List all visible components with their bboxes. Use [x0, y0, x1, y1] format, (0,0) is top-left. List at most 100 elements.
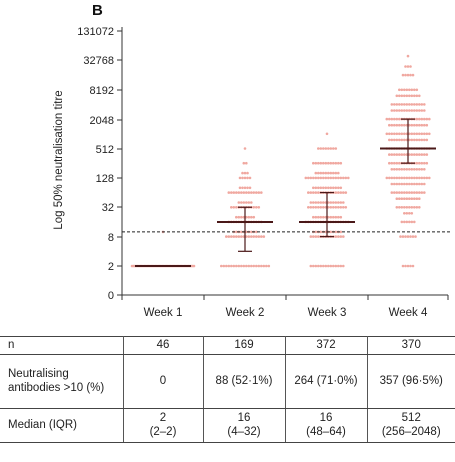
data-point	[403, 138, 406, 142]
data-point	[332, 147, 335, 150]
data-point	[332, 264, 335, 268]
data-point	[398, 161, 401, 165]
data-point	[230, 191, 233, 194]
data-point	[319, 230, 323, 234]
y-tick-label: 2048	[90, 115, 114, 127]
data-point	[390, 103, 394, 106]
data-point	[405, 212, 409, 215]
data-point	[404, 65, 407, 68]
data-point	[403, 197, 406, 200]
data-point	[317, 171, 320, 175]
data-point	[415, 109, 419, 112]
data-point	[265, 264, 268, 268]
table-cell: 16 (4–32)	[202, 408, 285, 442]
data-point	[339, 235, 343, 238]
data-point	[324, 171, 328, 175]
data-point	[317, 235, 320, 238]
data-point	[342, 191, 345, 194]
table-cell: 512 (256–2048)	[366, 408, 455, 442]
table-cell: 370	[366, 336, 455, 354]
y-axis: 0 2 8 32 128 512 2048 8192 32768 131072	[77, 26, 123, 302]
data-point	[337, 191, 340, 194]
x-tick-label: Week 3	[308, 307, 347, 319]
data-point	[398, 182, 401, 186]
data-point	[401, 73, 405, 77]
titre-scatter-chart: B Log 50% neutralisation titre 0 2 8 32 128 5…	[53, 2, 452, 319]
data-point	[314, 230, 318, 234]
data-point	[400, 191, 404, 194]
data-point	[227, 191, 231, 194]
data-point	[423, 123, 426, 127]
data-point	[414, 235, 417, 238]
data-point	[235, 264, 238, 268]
data-point	[332, 186, 335, 190]
data-point	[238, 186, 242, 190]
data-point	[317, 264, 320, 268]
data-point	[322, 171, 325, 175]
data-point	[260, 264, 263, 268]
data-point	[425, 138, 429, 142]
data-point	[334, 201, 338, 204]
data-point	[230, 206, 233, 209]
data-point	[246, 176, 249, 180]
data-point	[344, 176, 348, 180]
data-point	[337, 264, 340, 268]
data-point	[400, 109, 404, 112]
data-point	[405, 206, 409, 209]
data-point	[423, 132, 426, 136]
data-point	[398, 191, 401, 194]
data-point	[243, 171, 247, 175]
median-value: 16	[237, 412, 251, 424]
data-point	[415, 168, 419, 171]
data-point	[245, 191, 248, 194]
data-point	[400, 197, 404, 200]
data-point	[425, 161, 429, 165]
data-point	[342, 176, 345, 180]
data-point	[395, 138, 399, 142]
data-point	[423, 138, 426, 142]
data-point	[322, 176, 325, 180]
table-bottom-rule	[0, 442, 455, 443]
data-point	[400, 176, 404, 180]
data-point	[418, 191, 421, 194]
data-point	[337, 176, 340, 180]
data-point	[413, 103, 416, 106]
data-point	[390, 176, 394, 180]
data-point	[327, 201, 330, 204]
data-point	[329, 147, 333, 150]
data-point	[317, 201, 320, 204]
data-point	[250, 235, 253, 238]
data-point	[395, 168, 399, 171]
data-point	[260, 235, 263, 238]
data-point	[325, 132, 329, 136]
data-point	[393, 123, 396, 127]
data-point	[334, 215, 338, 219]
data-point	[395, 153, 399, 156]
data-point	[428, 117, 431, 121]
data-point	[415, 176, 419, 180]
data-point	[400, 168, 404, 171]
data-point	[385, 176, 389, 180]
data-point	[405, 94, 409, 98]
data-point	[395, 117, 399, 121]
data-point	[413, 220, 416, 224]
data-point	[319, 147, 323, 150]
data-point	[220, 264, 223, 268]
data-point	[332, 206, 335, 209]
data-point	[347, 176, 350, 180]
data-point	[324, 176, 328, 180]
data-point	[410, 220, 414, 224]
data-point	[247, 264, 251, 268]
data-point	[413, 132, 416, 136]
data-point	[334, 264, 338, 268]
y-axis-title: Log 50% neutralisation titre	[53, 90, 65, 229]
data-point	[398, 176, 401, 180]
data-point	[314, 171, 318, 175]
data-point	[418, 161, 421, 165]
data-point	[413, 109, 416, 112]
data-point	[393, 109, 396, 112]
y-tick-label: 131072	[77, 26, 114, 38]
table-cell: 0	[122, 354, 203, 408]
data-point	[322, 201, 325, 204]
data-point	[324, 161, 328, 165]
